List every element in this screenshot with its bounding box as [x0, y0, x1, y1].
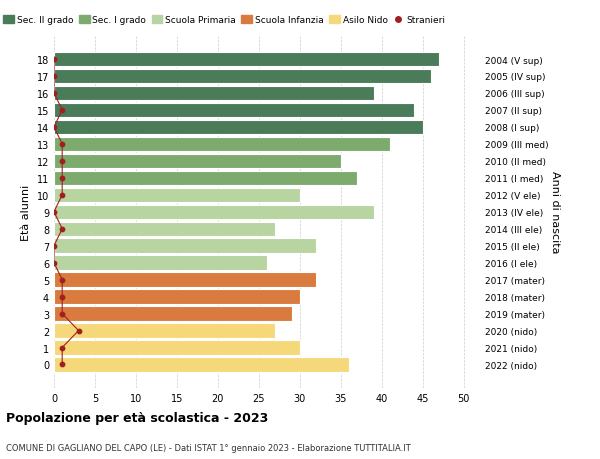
Bar [54, 341, 300, 355]
Bar [54, 256, 267, 270]
Point [49, 259, 59, 267]
Point [58, 107, 67, 114]
Bar [54, 307, 292, 321]
Point [49, 208, 59, 216]
Y-axis label: Età alunni: Età alunni [21, 184, 31, 241]
Bar [54, 70, 431, 84]
Point [58, 293, 67, 301]
Text: COMUNE DI GAGLIANO DEL CAPO (LE) - Dati ISTAT 1° gennaio 2023 - Elaborazione TUT: COMUNE DI GAGLIANO DEL CAPO (LE) - Dati … [6, 443, 411, 452]
Point [58, 158, 67, 165]
Point [49, 90, 59, 97]
Point [58, 141, 67, 148]
Point [49, 56, 59, 63]
Bar [54, 171, 357, 185]
Bar [54, 324, 275, 338]
Point [49, 124, 59, 131]
Legend: Sec. II grado, Sec. I grado, Scuola Primaria, Scuola Infanzia, Asilo Nido, Stran: Sec. II grado, Sec. I grado, Scuola Prim… [0, 12, 449, 29]
Bar [54, 154, 341, 168]
Bar [54, 358, 349, 372]
Point [58, 276, 67, 284]
Point [58, 344, 67, 352]
Bar [54, 290, 300, 304]
Point [74, 327, 83, 335]
Y-axis label: Anni di nascita: Anni di nascita [550, 171, 560, 253]
Bar [54, 103, 415, 118]
Point [58, 361, 67, 369]
Point [58, 192, 67, 199]
Bar [54, 188, 300, 202]
Bar [54, 205, 374, 219]
Bar [54, 87, 374, 101]
Bar [54, 53, 439, 67]
Bar [54, 120, 422, 135]
Point [49, 242, 59, 250]
Point [58, 310, 67, 318]
Point [58, 175, 67, 182]
Bar [54, 222, 275, 236]
Bar [54, 273, 316, 287]
Point [58, 225, 67, 233]
Bar [54, 137, 390, 152]
Text: Popolazione per età scolastica - 2023: Popolazione per età scolastica - 2023 [6, 412, 268, 425]
Point [49, 73, 59, 80]
Bar [54, 239, 316, 253]
